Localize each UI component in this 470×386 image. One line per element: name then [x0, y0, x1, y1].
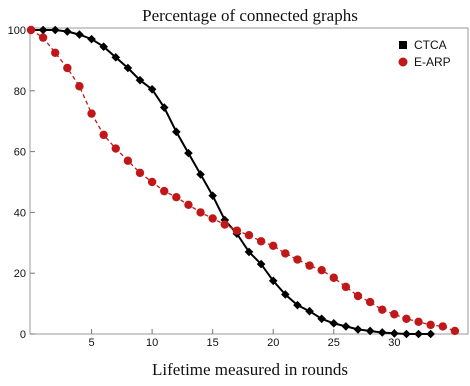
data-point-ctca	[50, 25, 60, 35]
series-e-arp	[26, 25, 460, 336]
data-point-e-arp	[244, 231, 254, 240]
data-point-e-arp	[87, 109, 96, 118]
data-point-ctca	[402, 329, 411, 339]
legend-label-e-arp: E-ARP	[414, 55, 451, 69]
x-tick-label: 5	[88, 337, 94, 349]
data-point-ctca	[390, 329, 399, 338]
data-point-ctca	[87, 34, 96, 44]
data-point-e-arp	[196, 208, 205, 217]
data-point-ctca	[305, 306, 314, 316]
data-point-ctca	[256, 259, 266, 269]
data-point-e-arp	[438, 322, 447, 331]
data-point-ctca	[426, 329, 435, 339]
legend-marker-ctca	[399, 41, 407, 49]
plot-frame	[29, 27, 469, 335]
data-point-e-arp	[390, 310, 399, 319]
data-point-e-arp	[147, 177, 157, 187]
x-tick-label: 30	[388, 337, 400, 349]
data-point-ctca	[208, 191, 217, 200]
data-point-ctca	[38, 25, 48, 35]
data-point-e-arp	[281, 249, 290, 258]
data-point-e-arp	[450, 326, 460, 336]
data-point-e-arp	[184, 200, 193, 209]
chart-title: Percentage of connected graphs	[142, 6, 358, 25]
data-point-ctca	[123, 63, 133, 73]
data-point-ctca	[135, 75, 145, 85]
data-point-e-arp	[414, 317, 423, 327]
data-point-e-arp	[329, 273, 338, 282]
y-axis: 0 20 40 60 80 100	[8, 25, 35, 341]
data-point-e-arp	[365, 297, 375, 307]
data-point-ctca	[111, 53, 121, 62]
series-ctca	[26, 25, 435, 339]
x-tick-label: 10	[146, 337, 158, 349]
data-point-e-arp	[426, 320, 435, 330]
data-point-e-arp	[341, 282, 351, 292]
data-point-e-arp	[135, 168, 145, 178]
data-point-e-arp	[75, 82, 84, 91]
data-point-e-arp	[378, 305, 387, 314]
data-point-ctca	[75, 30, 84, 39]
data-point-ctca	[414, 329, 423, 339]
data-point-e-arp	[293, 255, 302, 264]
data-point-e-arp	[111, 144, 120, 153]
data-point-ctca	[341, 322, 351, 331]
x-tick-label: 15	[207, 337, 219, 349]
data-point-e-arp	[269, 241, 278, 251]
y-tick-label: 80	[14, 86, 26, 98]
data-point-ctca	[365, 326, 375, 336]
data-point-ctca	[353, 325, 363, 334]
series-line-e-arp	[30, 29, 456, 332]
data-point-ctca	[281, 290, 290, 299]
data-point-ctca	[147, 84, 157, 94]
data-point-e-arp	[123, 156, 133, 165]
series-line-ctca	[31, 29, 431, 335]
y-tick-label: 60	[14, 147, 26, 159]
data-point-ctca	[196, 170, 205, 179]
data-point-ctca	[317, 314, 326, 324]
data-point-e-arp	[305, 261, 314, 270]
data-point-e-arp	[353, 291, 363, 301]
data-point-e-arp	[172, 193, 181, 202]
data-point-ctca	[329, 319, 339, 328]
data-point-e-arp	[63, 63, 72, 73]
legend-marker-e-arp	[398, 57, 408, 67]
data-point-e-arp	[51, 48, 60, 57]
data-point-e-arp	[220, 220, 229, 229]
data-point-ctca	[63, 27, 72, 36]
x-axis: 5 10 15 20 25 30	[88, 329, 400, 349]
legend-label-ctca: CTCA	[414, 38, 447, 52]
data-point-ctca	[172, 127, 181, 137]
legend: CTCA E-ARP	[398, 38, 451, 69]
y-tick-label: 40	[14, 207, 26, 219]
data-point-e-arp	[317, 265, 326, 275]
data-point-ctca	[377, 328, 387, 337]
x-axis-label: Lifetime measured in rounds	[152, 360, 348, 379]
data-point-e-arp	[208, 214, 217, 223]
data-point-e-arp	[402, 314, 411, 323]
data-point-e-arp	[256, 237, 266, 246]
data-point-e-arp	[26, 25, 36, 35]
data-point-ctca	[244, 247, 254, 257]
y-tick-label: 20	[14, 268, 26, 280]
data-point-ctca	[99, 42, 108, 52]
series-layer	[26, 25, 460, 339]
data-point-ctca	[293, 300, 302, 310]
y-tick-label: 0	[20, 329, 26, 341]
data-point-e-arp	[99, 130, 108, 140]
y-tick-label: 100	[8, 25, 26, 37]
data-point-ctca	[184, 148, 193, 158]
x-tick-label: 20	[267, 337, 279, 349]
x-tick-label: 25	[328, 337, 340, 349]
data-point-ctca	[268, 276, 278, 286]
data-point-e-arp	[232, 226, 242, 235]
data-point-ctca	[159, 103, 169, 112]
data-point-e-arp	[160, 186, 169, 196]
data-point-e-arp	[38, 33, 48, 42]
